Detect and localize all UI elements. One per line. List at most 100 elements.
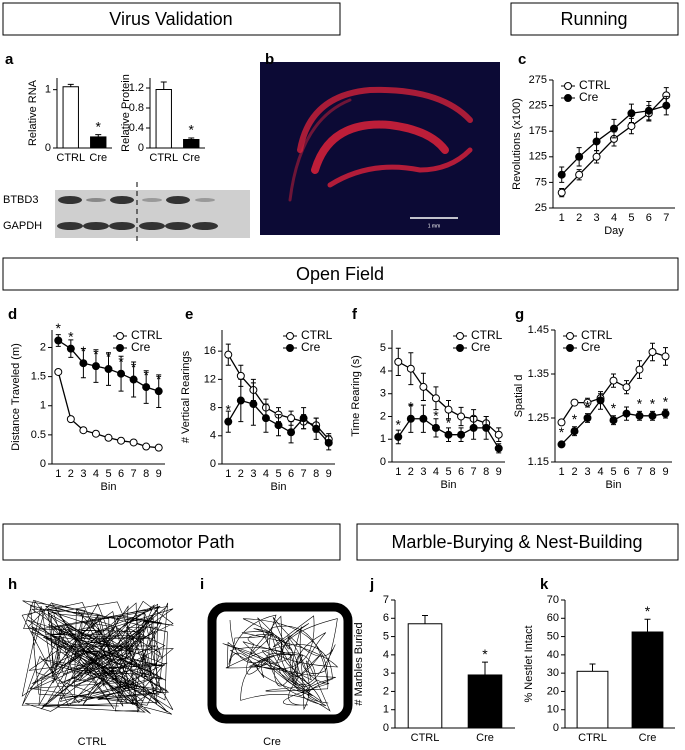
panel-letter: f: [352, 306, 358, 323]
x-tick-label: 7: [301, 468, 307, 480]
panel-letter: j: [369, 576, 374, 593]
significance-mark: *: [106, 349, 112, 365]
significance-mark: *: [189, 122, 195, 138]
data-point: [287, 428, 296, 437]
data-point: [274, 421, 283, 430]
x-tick-label: 6: [623, 466, 629, 478]
data-point: [609, 376, 618, 385]
data-point: [129, 375, 138, 384]
data-point: [79, 359, 88, 368]
data-point: [596, 396, 605, 405]
path-trace-ctrl: [21, 599, 174, 715]
significance-mark: *: [559, 424, 565, 440]
scale-bar-label: 1 mm: [428, 223, 441, 229]
y-tick-label: 0: [383, 722, 389, 734]
legend-label: CTRL: [579, 78, 611, 92]
x-tick-label: 3: [420, 466, 426, 478]
data-point: [91, 429, 100, 438]
significance-mark: *: [650, 396, 656, 412]
data-point: [431, 394, 440, 403]
data-point: [324, 438, 333, 447]
data-point: [236, 371, 245, 380]
header: Marble-Burying & Nest-Building: [391, 532, 642, 552]
x-tick-label: CTRL: [149, 152, 178, 164]
x-tick-label: 8: [143, 468, 149, 480]
bar: [467, 674, 503, 729]
legend-label: CTRL: [471, 328, 503, 342]
y-tick-label: 60: [547, 612, 559, 624]
y-tick-label: 0.8: [129, 102, 144, 114]
x-tick-label: 5: [610, 466, 616, 478]
header: Running: [560, 9, 627, 29]
data-point: [406, 364, 415, 373]
y-tick-label: 0: [553, 722, 559, 734]
y-tick-label: 50: [547, 630, 559, 642]
x-tick-label: 7: [663, 212, 669, 224]
y-tick-label: 1.5: [31, 371, 46, 383]
y-axis-label: Distance Traveled (m): [10, 343, 22, 451]
data-point: [661, 409, 670, 418]
path-trace-cre: [207, 602, 353, 724]
data-point: [224, 417, 233, 426]
header-box: [2, 2, 341, 36]
y-tick-label: 0.5: [31, 429, 46, 441]
y-axis-label: Relative Protein: [120, 74, 132, 152]
legend-label: CTRL: [131, 328, 163, 342]
arena-wall: [207, 602, 353, 724]
data-point: [287, 414, 296, 423]
data-point: [557, 418, 566, 427]
data-point: [457, 430, 466, 439]
x-tick-label: 9: [662, 466, 668, 478]
data-point: [482, 423, 491, 432]
data-point: [299, 414, 308, 423]
header-box: [356, 523, 679, 561]
y-tick-label: 1.45: [528, 324, 549, 336]
x-tick-label: 7: [131, 468, 137, 480]
significance-mark: *: [396, 417, 402, 433]
y-tick-label: 1.25: [528, 412, 549, 424]
data-point: [469, 423, 478, 432]
legend-marker: [456, 332, 464, 340]
x-tick-label: 7: [636, 466, 642, 478]
bar: [183, 139, 200, 149]
blot-label: BTBD3: [3, 194, 38, 206]
data-point: [648, 411, 657, 420]
y-tick-label: 7: [383, 594, 389, 606]
x-tick-label: 1: [225, 468, 231, 480]
data-point: [261, 414, 270, 423]
x-tick-label: 5: [275, 468, 281, 480]
significance-mark: *: [611, 400, 617, 416]
significance-mark: *: [408, 398, 414, 414]
y-tick-label: 40: [547, 649, 559, 661]
panel-letter: d: [8, 306, 17, 323]
y-tick-label: 3: [383, 667, 389, 679]
data-point: [635, 365, 644, 374]
data-point: [622, 409, 631, 418]
y-tick-label: 225: [529, 100, 547, 112]
data-point: [224, 350, 233, 359]
significance-mark: *: [572, 411, 578, 427]
x-axis-label: Day: [604, 225, 624, 237]
x-tick-label: 4: [263, 468, 269, 480]
data-point: [66, 344, 75, 353]
x-axis-label: Bin: [271, 481, 287, 493]
bar: [631, 631, 664, 729]
data-point: [312, 424, 321, 433]
x-tick-label: 5: [105, 468, 111, 480]
y-tick-label: 5: [380, 342, 386, 354]
y-tick-label: 1.2: [129, 82, 144, 94]
legend-marker: [116, 332, 124, 340]
y-tick-label: 8: [210, 401, 216, 413]
path-caption: CTRL: [78, 736, 107, 748]
data-point: [236, 396, 245, 405]
significance-mark: *: [56, 320, 62, 336]
y-tick-label: 3: [380, 388, 386, 400]
significance-mark: *: [143, 367, 149, 383]
x-axis-label: Bin: [441, 479, 457, 491]
x-tick-label: 2: [68, 468, 74, 480]
header-box: [2, 257, 679, 291]
data-point: [622, 383, 631, 392]
y-tick-label: 0: [210, 458, 216, 470]
panel-letter: h: [8, 576, 17, 593]
significance-mark: *: [131, 359, 137, 375]
